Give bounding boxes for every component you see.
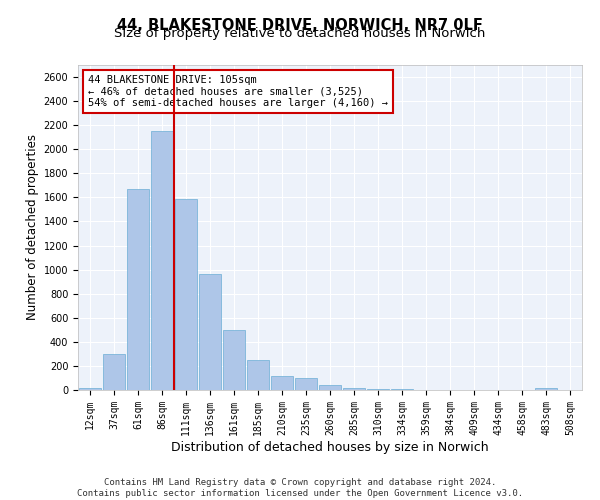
Bar bbox=[535, 388, 557, 390]
Bar bbox=[343, 388, 365, 390]
Bar bbox=[319, 385, 341, 390]
Bar bbox=[79, 388, 101, 390]
Bar bbox=[127, 189, 149, 390]
Text: Contains HM Land Registry data © Crown copyright and database right 2024.
Contai: Contains HM Land Registry data © Crown c… bbox=[77, 478, 523, 498]
Bar bbox=[271, 376, 293, 390]
Text: 44, BLAKESTONE DRIVE, NORWICH, NR7 0LF: 44, BLAKESTONE DRIVE, NORWICH, NR7 0LF bbox=[117, 18, 483, 32]
Bar bbox=[151, 131, 173, 390]
Bar bbox=[247, 360, 269, 390]
Bar bbox=[367, 389, 389, 390]
Bar bbox=[295, 378, 317, 390]
X-axis label: Distribution of detached houses by size in Norwich: Distribution of detached houses by size … bbox=[171, 440, 489, 454]
Bar bbox=[199, 274, 221, 390]
Bar bbox=[103, 354, 125, 390]
Text: Size of property relative to detached houses in Norwich: Size of property relative to detached ho… bbox=[115, 28, 485, 40]
Text: 44 BLAKESTONE DRIVE: 105sqm
← 46% of detached houses are smaller (3,525)
54% of : 44 BLAKESTONE DRIVE: 105sqm ← 46% of det… bbox=[88, 74, 388, 108]
Y-axis label: Number of detached properties: Number of detached properties bbox=[26, 134, 40, 320]
Bar bbox=[175, 198, 197, 390]
Bar bbox=[223, 330, 245, 390]
